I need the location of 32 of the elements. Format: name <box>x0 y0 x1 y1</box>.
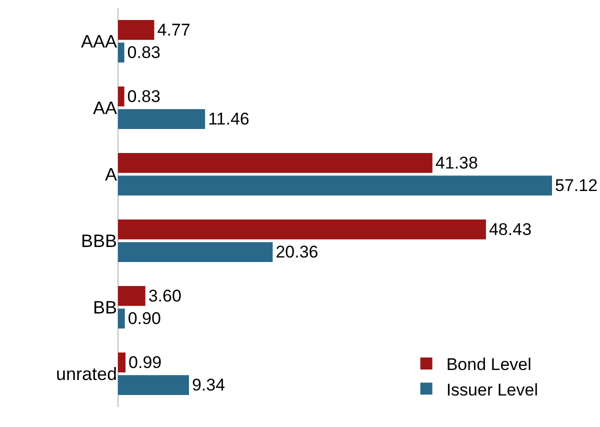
legend-label: Issuer Level <box>446 380 538 400</box>
bar <box>118 242 273 262</box>
data-label: 4.77 <box>157 20 190 40</box>
bar <box>118 352 126 372</box>
bar <box>118 308 125 328</box>
data-label: 0.83 <box>127 43 160 62</box>
bar <box>118 20 154 40</box>
data-label: 48.43 <box>488 220 532 239</box>
bar <box>118 109 206 129</box>
legend-label: Bond Level <box>446 355 532 374</box>
data-label: 20.36 <box>276 242 318 262</box>
data-label: 0.90 <box>128 309 161 328</box>
data-label: 0.83 <box>127 86 160 106</box>
data-label: 41.38 <box>435 153 478 172</box>
bar <box>118 153 432 173</box>
data-label: 57.12 <box>555 176 598 196</box>
bar <box>118 176 552 196</box>
data-label: 11.46 <box>208 110 250 129</box>
bar <box>118 86 124 106</box>
y-tick-label: AA <box>92 98 117 118</box>
bar <box>118 375 189 395</box>
y-tick-label: A <box>104 164 117 185</box>
bar <box>118 42 124 62</box>
y-tick-label: AAA <box>80 32 117 52</box>
bar <box>118 220 486 240</box>
data-label: 0.99 <box>128 352 162 372</box>
data-label: 3.60 <box>148 286 182 306</box>
y-tick-label: unrated <box>56 364 117 384</box>
data-label: 9.34 <box>192 376 226 395</box>
y-tick-label: BBB <box>80 231 117 252</box>
bar <box>118 286 146 306</box>
y-tick-label: BB <box>92 298 117 318</box>
